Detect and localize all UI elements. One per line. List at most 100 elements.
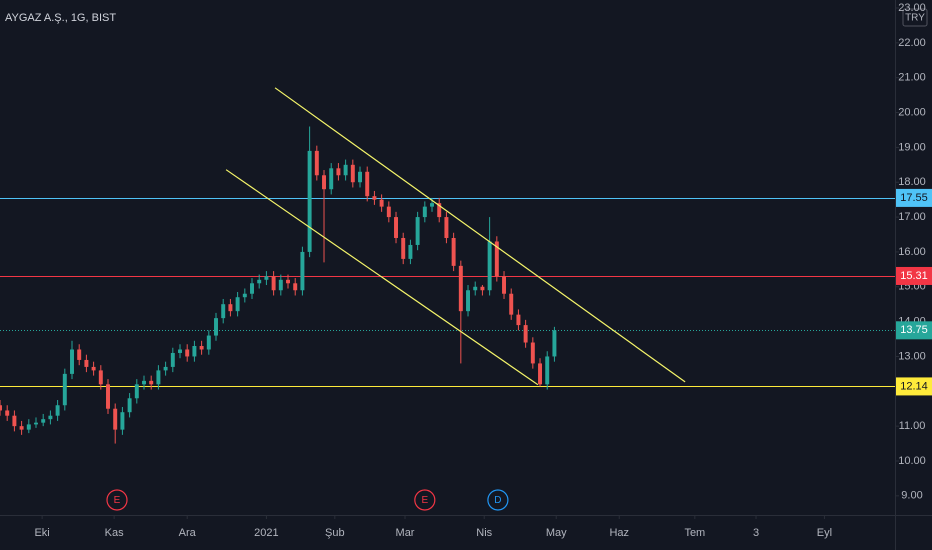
- candle-body: [322, 175, 326, 190]
- candle-body: [242, 293, 247, 298]
- y-tick-label: 9.00: [901, 490, 922, 502]
- candle-body: [552, 330, 557, 357]
- candle-body: [538, 363, 543, 385]
- x-tick-label: Haz: [609, 527, 629, 539]
- event-label: E: [421, 495, 428, 506]
- price-level-label: 12.14: [900, 380, 928, 392]
- candle-body: [142, 380, 146, 385]
- candle-body: [278, 279, 283, 291]
- candle-body: [156, 370, 161, 385]
- price-level-box: [896, 321, 932, 340]
- candle-body: [516, 314, 521, 326]
- candle-body: [91, 366, 96, 371]
- y-tick-label: 20.00: [898, 106, 926, 118]
- candle-body: [257, 279, 262, 284]
- candle-body: [451, 237, 456, 266]
- event-marker: [106, 489, 128, 511]
- candle-body: [415, 217, 420, 245]
- candle-body: [379, 199, 384, 207]
- x-tick-label: Mar: [396, 527, 415, 539]
- currency-box[interactable]: [902, 8, 928, 27]
- candle-body: [120, 412, 125, 430]
- candle-body: [264, 276, 269, 280]
- event-label: D: [494, 495, 501, 506]
- event-marker: [414, 489, 436, 511]
- candle-body: [26, 424, 31, 430]
- candle-body: [221, 304, 226, 319]
- candle-body: [235, 297, 240, 312]
- candle-body: [192, 346, 197, 357]
- y-tick-label: 17.00: [898, 211, 926, 223]
- candle-body: [458, 265, 463, 312]
- y-tick-label: 13.00: [898, 350, 926, 362]
- candle-body: [466, 290, 471, 312]
- candle-body: [185, 349, 190, 357]
- price-level-box: [896, 377, 932, 396]
- y-tick-label: 11.00: [899, 420, 926, 432]
- candle-body: [394, 217, 398, 238]
- candle-body: [214, 318, 218, 336]
- candle-body: [329, 168, 334, 190]
- candle-body: [170, 352, 175, 367]
- candle-body: [350, 164, 355, 183]
- candle-body: [55, 405, 60, 416]
- candle-body: [358, 171, 362, 183]
- candle-body: [5, 410, 10, 416]
- candle-body: [502, 276, 507, 294]
- candle-body: [228, 304, 233, 312]
- y-tick-label: 16.00: [898, 246, 926, 258]
- candle-body: [300, 251, 305, 291]
- trend-line: [225, 169, 539, 386]
- x-tick-label: Kas: [105, 527, 124, 539]
- candle-body: [545, 356, 550, 385]
- candle-body: [430, 203, 434, 207]
- y-tick-label: 18.00: [898, 176, 926, 188]
- x-tick-label: 3: [753, 527, 759, 539]
- candle-body: [250, 283, 254, 294]
- candle-body: [293, 283, 298, 291]
- candle-body: [113, 408, 118, 430]
- x-tick-label: Ara: [179, 527, 197, 539]
- candle-body: [77, 349, 82, 360]
- y-tick-label: 23.00: [898, 2, 926, 14]
- candle-body: [149, 380, 154, 385]
- currency-label[interactable]: TRY: [905, 13, 925, 24]
- candle-body: [307, 150, 312, 252]
- x-tick-label: Şub: [325, 527, 345, 539]
- candle-body: [178, 349, 182, 353]
- candle-body: [365, 171, 370, 197]
- candle-body: [314, 150, 319, 176]
- candle-body: [271, 276, 276, 291]
- candle-body: [386, 206, 391, 218]
- y-tick-label: 19.00: [898, 141, 926, 153]
- candle-body: [48, 415, 53, 420]
- x-tick-label: Eki: [34, 527, 49, 539]
- event-marker: [487, 489, 509, 511]
- y-tick-label: 21.00: [898, 72, 926, 84]
- candle-body: [437, 203, 442, 218]
- trend-line: [274, 87, 686, 383]
- candle-body: [98, 370, 103, 385]
- candle-body: [487, 241, 492, 291]
- x-tick-label: Eyl: [817, 527, 832, 539]
- price-level-label: 13.75: [900, 324, 928, 336]
- candle-body: [494, 241, 499, 277]
- chart-title: AYGAZ A.Ş., 1G, BIST: [5, 12, 116, 24]
- price-level-label: 17.55: [900, 192, 928, 204]
- candle-body: [422, 206, 427, 218]
- candle-body: [0, 405, 2, 411]
- candle-body: [480, 286, 485, 291]
- candle-body: [127, 398, 132, 413]
- candle-body: [106, 384, 110, 409]
- candle-body: [84, 359, 89, 367]
- candle-body: [336, 168, 341, 176]
- event-label: E: [114, 495, 121, 506]
- x-tick-label: May: [546, 527, 567, 539]
- candle-body: [408, 244, 413, 259]
- x-tick-label: Nis: [476, 527, 492, 539]
- x-tick-label: 2021: [254, 527, 278, 539]
- price-level-label: 15.31: [900, 270, 928, 282]
